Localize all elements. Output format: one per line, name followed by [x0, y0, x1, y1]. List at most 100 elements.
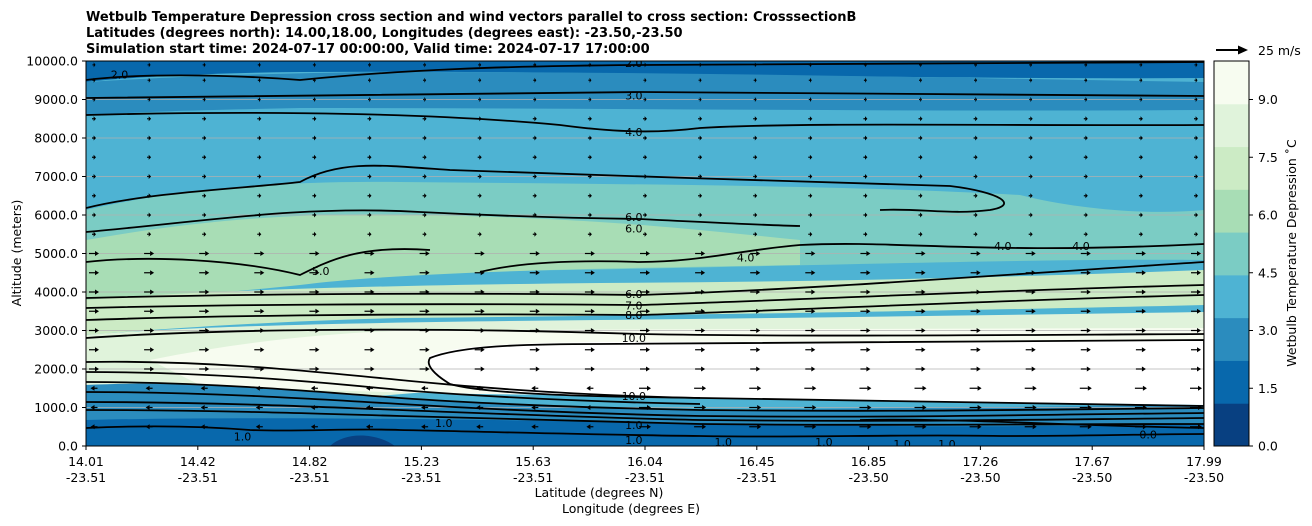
wind-vector	[865, 97, 867, 102]
wind-vector	[1085, 77, 1088, 83]
wind-vector	[258, 193, 262, 199]
wind-vector	[425, 366, 430, 372]
wind-vector	[370, 366, 375, 372]
wind-vector	[644, 193, 647, 199]
wind-vector	[425, 270, 430, 276]
wind-vector	[148, 135, 152, 141]
colorbar-band	[1214, 317, 1249, 361]
wind-vector	[920, 77, 922, 83]
contour-label: 6.0	[625, 222, 643, 235]
wind-vector	[920, 62, 922, 68]
wind-vector	[531, 405, 536, 410]
wind-vector	[1085, 62, 1088, 68]
wind-vector	[975, 212, 978, 218]
y-tick-label: 8000.0	[34, 131, 78, 146]
wind-vector	[95, 251, 99, 256]
wind-vector	[1030, 154, 1033, 160]
y-tick-label: 10000.0	[26, 54, 78, 69]
wind-vector	[260, 347, 265, 353]
wind-vector	[1142, 385, 1147, 391]
x-axis-ticks: 14.01-23.5114.42-23.5114.82-23.5115.23-2…	[66, 446, 1224, 485]
wind-vector	[976, 328, 981, 333]
contour-3	[86, 91, 1204, 99]
wind-vector	[589, 116, 592, 122]
wind-vector	[701, 251, 706, 256]
x-tick-label-lat: 17.67	[1074, 454, 1110, 469]
wind-vector	[148, 174, 152, 179]
wind-vector	[480, 366, 485, 372]
x-tick-label-lat: 16.45	[739, 454, 775, 469]
contour-8	[86, 294, 1204, 321]
wind-vector	[95, 328, 99, 333]
wind-vector	[1140, 77, 1143, 83]
wind-vector	[975, 231, 978, 237]
wind-vector	[425, 289, 430, 295]
wind-vector	[920, 174, 923, 179]
wind-vector	[921, 251, 926, 256]
wind-vector	[646, 270, 650, 276]
wind-vector	[867, 405, 872, 410]
wind-vector	[1031, 366, 1036, 372]
wind-vector	[811, 308, 816, 314]
wind-vector	[205, 308, 210, 314]
wind-vector	[1031, 308, 1036, 314]
contour-label: 10.0	[622, 332, 647, 345]
wind-vector	[1141, 289, 1146, 295]
wind-vector	[93, 174, 96, 179]
wind-vector	[366, 405, 370, 410]
colorbar: 0.0 1.5 3.0 4.5 6.0 7.5 9.0	[1213, 60, 1278, 454]
wind-vector	[920, 116, 923, 122]
wind-vector	[1140, 231, 1143, 237]
wind-vector	[1030, 116, 1033, 122]
field-band-upper-dark	[86, 61, 1204, 82]
x-tick-label-lat: 14.42	[180, 454, 216, 469]
wind-vector	[754, 212, 758, 218]
wind-vector	[646, 289, 650, 295]
contour-label: 1.0	[625, 434, 643, 447]
wind-vector	[479, 193, 482, 199]
wind-vector	[865, 231, 868, 237]
wind-vector	[424, 77, 427, 83]
wind-vector	[480, 328, 485, 333]
wind-vector	[1198, 405, 1202, 410]
wind-vector	[534, 212, 537, 218]
wind-vector	[702, 405, 707, 410]
x-tick-label-lon: -23.50	[960, 470, 1000, 485]
wind-vector	[535, 270, 540, 276]
wind-vector	[866, 289, 871, 295]
wind-vector	[534, 174, 537, 179]
wind-vector	[590, 366, 595, 372]
wind-vector	[258, 154, 262, 160]
wind-vector	[315, 251, 320, 256]
y-tick-label: 4000.0	[34, 285, 78, 300]
wind-vector	[646, 251, 650, 256]
wind-vector	[370, 251, 375, 256]
wind-vector	[865, 212, 868, 218]
wind-vector	[370, 270, 375, 276]
wind-vector	[145, 424, 150, 430]
wind-vector	[756, 328, 761, 333]
wind-vector	[921, 289, 926, 295]
wind-vector	[255, 385, 260, 391]
wind-vector	[369, 154, 372, 160]
wind-vector	[315, 366, 320, 372]
wind-vector	[260, 270, 265, 276]
field-band-surface-darkest	[330, 435, 395, 446]
wind-vector	[369, 116, 372, 122]
wind-vector	[1140, 97, 1143, 102]
wind-vector	[589, 77, 592, 83]
wind-vector	[1086, 366, 1091, 372]
wind-vector	[1087, 424, 1092, 430]
wind-vector	[258, 135, 262, 141]
wind-vector	[95, 308, 99, 314]
wind-vector	[866, 328, 871, 333]
wind-vector	[699, 77, 702, 83]
y-tick-label: 3000.0	[34, 323, 78, 338]
wind-vector	[1198, 385, 1202, 391]
field-band-light-green	[86, 270, 1204, 335]
wind-vector	[757, 424, 762, 430]
x-tick-label-lon: -23.51	[66, 470, 106, 485]
colorbar-band	[1214, 232, 1249, 276]
wind-vector	[647, 424, 651, 430]
wind-vector	[203, 97, 206, 102]
